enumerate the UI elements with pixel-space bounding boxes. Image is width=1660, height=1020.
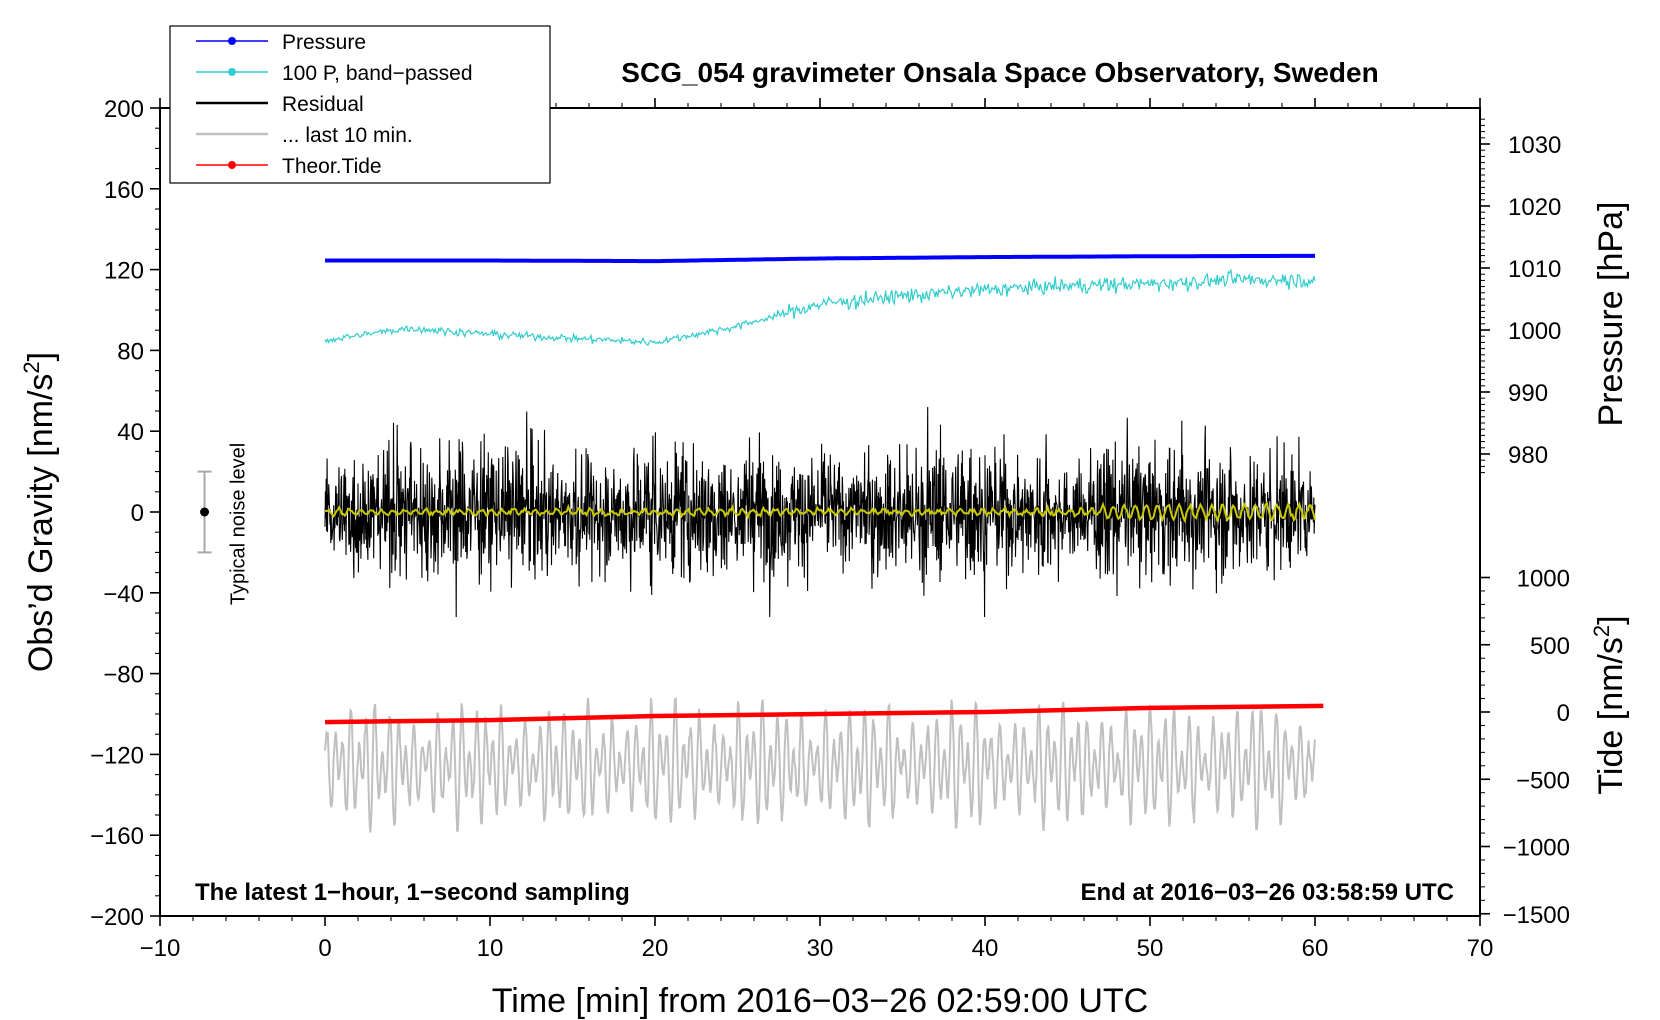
y-tick-label-left: 160 <box>104 177 144 204</box>
x-tick-label: 50 <box>1137 935 1164 962</box>
legend-label: Theor.Tide <box>282 155 382 178</box>
x-axis-title: Time [min] from 2016−03−26 02:59:00 UTC <box>492 982 1148 1020</box>
noise-center-dot <box>200 507 210 517</box>
x-tick-label: 10 <box>477 935 504 962</box>
x-tick-label: 60 <box>1302 935 1329 962</box>
y-left-title-sup: 2 <box>19 361 44 373</box>
note-right: End at 2016−03−26 03:58:59 UTC <box>1080 879 1454 906</box>
pressure-tick-label: 1010 <box>1508 256 1561 283</box>
legend-marker <box>228 68 236 76</box>
y-axis-tide-title: Tide [nm/s2] <box>1589 615 1630 794</box>
y-left-title-text: Obs’d Gravity [nm/s <box>22 374 60 673</box>
axis-ticks: −10 0 10 20 30 40 50 60 7020016012080400−40−80−1… <box>90 96 1570 962</box>
noise-indicator: Typical noise level <box>197 443 250 605</box>
tide-title-text: Tide [nm/s <box>1592 637 1630 794</box>
tide-tick-label: −1500 <box>1503 902 1570 929</box>
noise-label: Typical noise level <box>228 443 250 605</box>
y-tick-label-left: −40 <box>103 581 144 608</box>
x-tick-label: 40 <box>972 935 999 962</box>
legend-label: Residual <box>282 93 364 116</box>
chart-title: SCG_054 gravimeter Onsala Space Observat… <box>621 57 1378 88</box>
y-left-title-close: ] <box>22 352 60 361</box>
x-tick-label: 30 <box>807 935 834 962</box>
tide-title-close: ] <box>1592 615 1630 624</box>
legend: Pressure 100 P, band−passed Residual ... la… <box>169 25 551 184</box>
series-band-passed <box>324 268 1316 346</box>
y-tick-label-left: 0 <box>131 500 144 527</box>
note-left: The latest 1−hour, 1−second sampling <box>195 879 630 906</box>
pressure-tick-label: 1000 <box>1508 318 1561 345</box>
pressure-tick-label: 1030 <box>1508 132 1561 159</box>
y-tick-label-left: 40 <box>117 419 144 446</box>
legend-label: ... last 10 min. <box>282 124 413 147</box>
legend-label: Pressure <box>282 31 366 54</box>
tide-tick-label: 500 <box>1530 633 1570 660</box>
y-tick-label-left: −200 <box>90 904 144 931</box>
series-pressure <box>325 253 1315 264</box>
tide-title-sup: 2 <box>1589 625 1614 637</box>
tide-tick-label: 0 <box>1557 700 1570 727</box>
data-series <box>324 253 1324 833</box>
x-tick-label: 0 <box>318 935 331 962</box>
tide-tick-label: −500 <box>1516 767 1570 794</box>
y-axis-pressure-title: Pressure [hPa] <box>1592 202 1630 427</box>
series-residual <box>324 406 1316 618</box>
legend-label: 100 P, band−passed <box>282 62 473 85</box>
y-tick-label-left: 120 <box>104 258 144 285</box>
y-axis-left-title: Obs’d Gravity [nm/s2] <box>19 352 60 672</box>
tide-tick-label: −1000 <box>1503 835 1570 862</box>
legend-items: Pressure 100 P, band−passed Residual ... la… <box>196 31 473 178</box>
series-theor-tide <box>324 703 1324 725</box>
y-tick-label-left: −160 <box>90 823 144 850</box>
y-tick-label-left: −120 <box>90 742 144 769</box>
pressure-tick-label: 980 <box>1508 442 1548 469</box>
x-tick-label: 20 <box>642 935 669 962</box>
x-tick-label: 70 <box>1467 935 1494 962</box>
pressure-tick-label: 1020 <box>1508 194 1561 221</box>
series-residual-smoothed <box>324 501 1316 524</box>
legend-marker <box>228 37 236 45</box>
pressure-tick-label: 990 <box>1508 380 1548 407</box>
y-tick-label-left: −80 <box>103 662 144 689</box>
tide-tick-label: 1000 <box>1517 566 1570 593</box>
legend-marker <box>228 161 236 169</box>
y-tick-label-left: 80 <box>117 338 144 365</box>
y-tick-label-left: 200 <box>104 96 144 123</box>
x-tick-label: −10 <box>140 935 181 962</box>
legend-box <box>169 25 551 184</box>
